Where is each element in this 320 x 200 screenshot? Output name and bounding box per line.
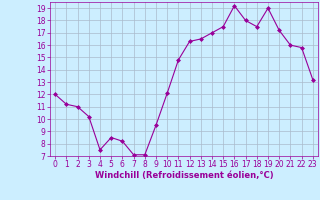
X-axis label: Windchill (Refroidissement éolien,°C): Windchill (Refroidissement éolien,°C): [95, 171, 273, 180]
